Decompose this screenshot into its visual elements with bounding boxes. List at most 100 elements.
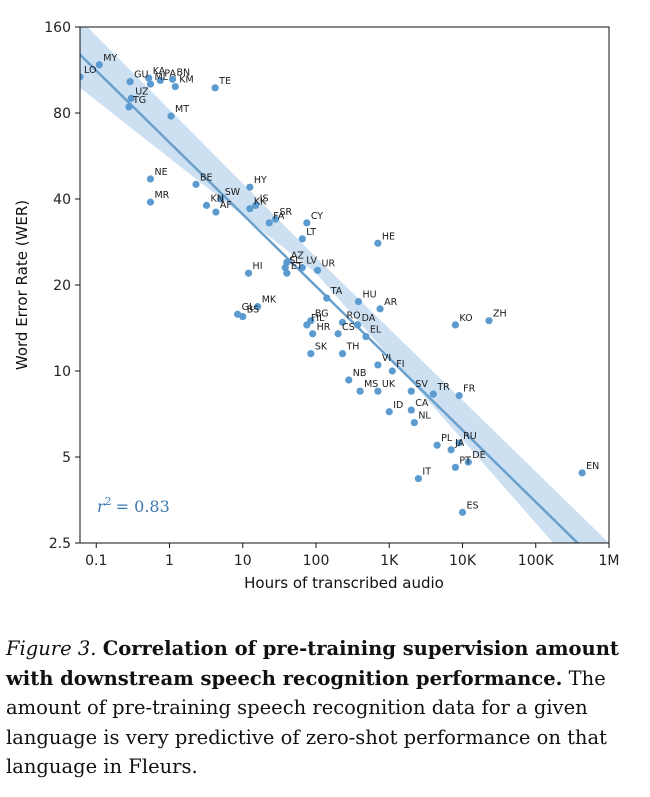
data-point-sv (407, 387, 415, 395)
data-point-ur (313, 266, 322, 274)
point-label-es: ES (467, 500, 479, 511)
data-point-ml (146, 80, 155, 88)
point-label-hr: HR (317, 322, 331, 333)
data-point-fi (388, 367, 396, 375)
point-label-ml: ML (154, 72, 168, 83)
data-point-id (385, 408, 393, 416)
point-label-nl: NL (418, 411, 431, 422)
point-label-de: DE (472, 450, 485, 461)
point-label-it: IT (422, 467, 431, 478)
data-point-th (338, 350, 347, 358)
data-point-vi (374, 361, 382, 369)
data-point-lo (80, 73, 84, 81)
data-point-hr (309, 330, 317, 338)
data-point-hu (354, 297, 363, 306)
point-label-ne: NE (154, 167, 167, 178)
point-label-pl: PL (441, 433, 453, 444)
x-tick-label-10K: 10K (449, 553, 477, 569)
point-label-gl: GL (242, 302, 255, 313)
point-label-ro: RO (346, 310, 360, 321)
axes: 0.1 1 10 100 1K 10K 100K 1M 2.5 5 10 20 40 80 160 (44, 20, 619, 569)
data-point-cy (303, 219, 311, 227)
data-point-hi (244, 269, 253, 277)
point-label-cs: CS (342, 322, 355, 333)
data-point-ro (338, 318, 347, 326)
point-label-zh: ZH (493, 309, 507, 320)
point-label-lv: LV (306, 256, 317, 267)
data-point-sk (307, 350, 315, 358)
x-tick-label-1: 1 (165, 553, 174, 569)
point-label-hi: HI (253, 261, 263, 272)
y-axis-label: Word Error Rate (WER) (13, 200, 31, 370)
point-label-sr: SR (280, 207, 293, 218)
data-point-cs (334, 330, 342, 338)
y-tick-label-5: 5 (62, 450, 71, 466)
point-label-nb: NB (353, 368, 367, 379)
data-point-be (192, 180, 200, 188)
point-label-sk: SK (315, 342, 328, 353)
point-label-hu: HU (362, 290, 376, 301)
point-label-uz: UZ (135, 86, 149, 97)
data-point-ar (376, 305, 384, 313)
x-tick-label-1M: 1M (599, 553, 620, 569)
point-label-mt: MT (175, 104, 189, 115)
point-label-km: KM (179, 75, 193, 86)
data-point-el (362, 332, 370, 341)
point-label-ja: JA (454, 438, 465, 449)
data-point-en (578, 469, 586, 477)
point-label-et: ET (291, 261, 303, 272)
r-squared-annotation: r2 = 0.83 (97, 495, 170, 516)
data-point-sl (281, 264, 289, 272)
point-label-lt: LT (306, 227, 316, 238)
point-label-sw: SW (225, 187, 241, 198)
point-label-sl: SL (289, 256, 301, 267)
point-label-he: HE (382, 231, 395, 242)
point-label-ur: UR (322, 258, 336, 269)
data-point-nb (345, 376, 353, 384)
data-point-uz (127, 94, 135, 102)
figure-caption: Figure 3. Correlation of pre-training su… (6, 634, 636, 782)
data-point-mr (146, 198, 155, 206)
point-label-cy: CY (311, 211, 323, 222)
data-point-hy (246, 183, 254, 191)
x-tick-label-1K: 1K (380, 553, 399, 569)
data-point-sr (271, 215, 280, 223)
r-squared-superscript: 2 (105, 495, 112, 508)
data-point-is (252, 201, 260, 209)
point-label-lo: LO (84, 65, 96, 76)
plot-content (80, 27, 609, 543)
data-point-bs (239, 313, 247, 321)
point-label-af: AF (220, 200, 232, 211)
point-label-kn: KN (211, 193, 224, 204)
point-label-pa: PA (164, 68, 176, 79)
y-tick-label-160: 160 (44, 20, 71, 36)
point-label-ms: MS (364, 379, 378, 390)
data-point-et (283, 269, 291, 277)
data-point-da (354, 321, 362, 329)
data-point-te (211, 84, 219, 92)
data-point-ne (146, 175, 155, 183)
point-label-tg: TG (132, 95, 146, 106)
data-point-tg (125, 103, 133, 111)
point-label-tr: TR (436, 382, 450, 393)
data-point-ta (323, 294, 331, 302)
data-point-de (464, 458, 472, 466)
x-tick-label-100K: 100K (518, 553, 555, 569)
point-label-kk: KK (254, 197, 267, 208)
data-point-my (95, 61, 103, 69)
data-point-bn (168, 75, 177, 83)
point-label-ar: AR (384, 297, 397, 308)
data-point-af (212, 208, 220, 216)
data-point-ja (447, 446, 455, 454)
data-point-he (374, 239, 382, 247)
data-point-ka (145, 74, 153, 82)
point-label-bs: BS (247, 305, 259, 316)
data-point-mk (254, 303, 262, 311)
regression-line (80, 53, 580, 543)
point-label-fil: FIL (311, 313, 325, 324)
point-label-uk: UK (382, 379, 396, 390)
point-label-ca: CA (415, 398, 429, 409)
data-point-uk (374, 387, 382, 395)
r-squared-value: = 0.83 (116, 497, 170, 516)
